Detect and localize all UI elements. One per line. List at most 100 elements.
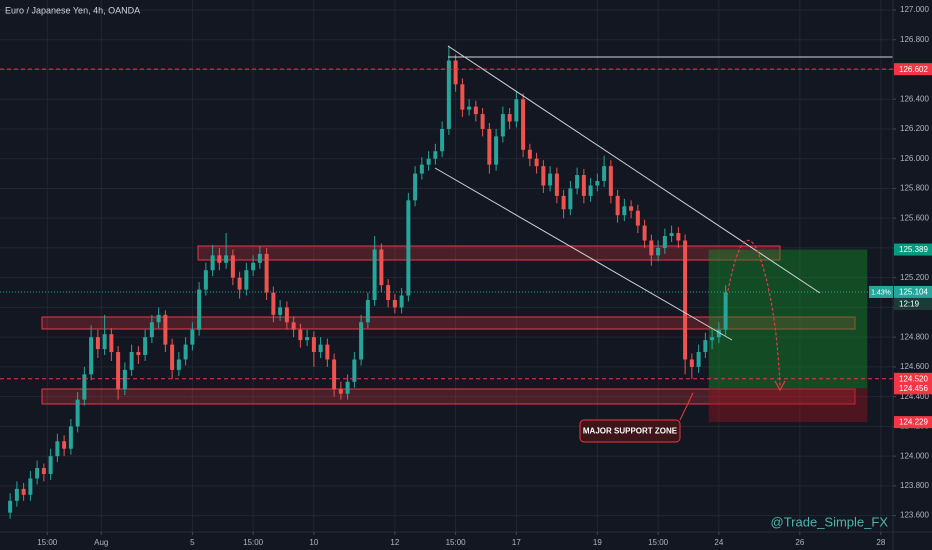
position-box — [708, 249, 868, 423]
y-tick-label: 126.800 — [900, 35, 929, 44]
candle-body — [622, 206, 627, 216]
y-tick-label: 126.000 — [900, 154, 929, 163]
candle-body — [494, 136, 499, 165]
candle-body — [521, 99, 526, 150]
candle-body — [28, 478, 33, 495]
price-badge — [894, 416, 932, 429]
candle-body — [210, 255, 215, 271]
candle-body — [500, 114, 505, 137]
candle-body — [561, 195, 566, 210]
candle-body — [527, 149, 532, 159]
candle-body — [318, 344, 323, 353]
candle-body — [379, 249, 384, 286]
candle-body — [109, 334, 114, 353]
y-tick-label: 124.600 — [900, 362, 929, 371]
x-tick-label: 12 — [390, 538, 399, 547]
candle-body — [629, 206, 634, 211]
candle-body — [298, 329, 303, 341]
candle-body — [703, 340, 708, 353]
candle-body — [284, 307, 289, 323]
candle-body — [419, 164, 424, 174]
candle-body — [21, 488, 26, 495]
y-tick-label: 125.200 — [900, 273, 929, 282]
candle-body — [352, 359, 357, 382]
candle-body — [75, 399, 80, 427]
candle-body — [89, 337, 94, 375]
candle-body — [291, 322, 296, 330]
stop-area — [708, 388, 868, 423]
candle-body — [325, 344, 330, 360]
candle-body — [568, 188, 573, 210]
candle-body — [426, 158, 431, 165]
candle-body — [143, 337, 148, 356]
candle-body — [197, 289, 202, 330]
candle-body — [8, 500, 13, 513]
y-tick-label: 123.800 — [900, 481, 929, 490]
candle-body — [683, 240, 688, 360]
candle-body — [55, 441, 60, 457]
drawings: MAJOR SUPPORT ZONE — [434, 45, 893, 443]
candle-body — [446, 60, 451, 129]
candle-body — [588, 185, 593, 196]
candle-body — [534, 158, 539, 167]
y-tick-label: 123.600 — [900, 511, 929, 520]
candle-body — [338, 389, 343, 394]
candle-body — [116, 352, 121, 390]
middle-zone — [41, 316, 856, 330]
candles — [0, 45, 893, 519]
y-tick-label: 124.800 — [900, 332, 929, 341]
candle-body — [608, 166, 613, 196]
candle-body — [48, 456, 53, 474]
x-tick-label: 26 — [795, 538, 804, 547]
price-badge — [894, 382, 932, 395]
y-tick-label: 126.400 — [900, 94, 929, 103]
change-label: 1.43% — [871, 289, 891, 296]
candle-body — [433, 151, 438, 159]
x-tick-label: 19 — [593, 538, 602, 547]
candle-body — [507, 114, 512, 122]
candle-body — [649, 240, 654, 256]
candle-body — [453, 60, 458, 85]
support-zone — [41, 388, 856, 405]
candle-body — [554, 173, 559, 196]
candle-body — [230, 255, 235, 278]
candle-body — [122, 369, 127, 390]
candle-body — [359, 322, 364, 360]
candle-body — [170, 344, 175, 370]
x-tick-label: 15:00 — [37, 538, 58, 547]
annotation-pointer — [679, 392, 694, 421]
countdown: 12:19 — [899, 300, 920, 309]
candle-body — [224, 255, 229, 263]
candle-body — [156, 314, 161, 323]
resistance-zone — [197, 245, 781, 261]
chart-title: Euro / Japanese Yen, 4h, OANDA — [5, 5, 140, 15]
annotation-box — [579, 419, 681, 443]
annotation: MAJOR SUPPORT ZONE — [583, 427, 678, 436]
candle-body — [82, 374, 87, 400]
candle-body — [190, 329, 195, 345]
candle-body — [386, 285, 391, 300]
candle-body — [480, 114, 485, 129]
price-badge — [894, 243, 932, 256]
x-tick-label: 15:00 — [446, 538, 467, 547]
price-badge-label: 125.389 — [899, 245, 928, 254]
x-tick-label: 10 — [309, 538, 318, 547]
y-tick-label: 124.000 — [900, 451, 929, 460]
candle-body — [541, 166, 546, 186]
candle-body — [642, 225, 647, 241]
candle-body — [413, 173, 418, 201]
candle-body — [68, 426, 73, 449]
zones — [41, 245, 856, 405]
candle-body — [676, 233, 681, 241]
candle-body — [332, 359, 337, 390]
y-tick-label: 126.200 — [900, 124, 929, 133]
candle-body — [696, 352, 701, 367]
candle-body — [399, 295, 404, 308]
x-tick-label: 15:00 — [243, 538, 264, 547]
candle-body — [271, 292, 276, 315]
candle-body — [136, 352, 141, 356]
price-badge — [894, 285, 932, 298]
price-badge-label: 124.229 — [899, 418, 928, 427]
candle-body — [460, 84, 465, 110]
